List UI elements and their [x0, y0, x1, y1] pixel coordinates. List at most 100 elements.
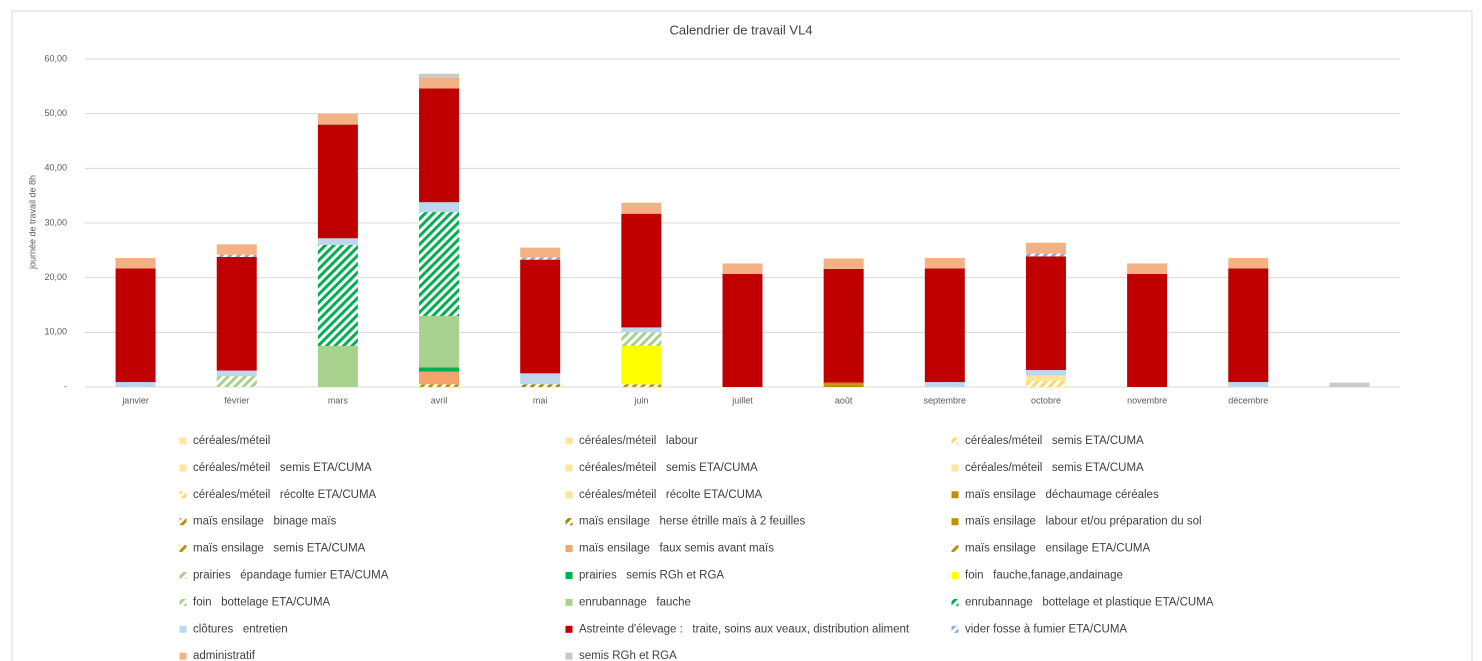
bar-segment: [115, 257, 156, 269]
legend-label: clôtures entretien: [193, 623, 288, 635]
legend-marker: [951, 464, 959, 472]
bar-segment: [722, 273, 763, 387]
bar-segment: [1025, 253, 1066, 257]
legend-marker: [565, 572, 573, 579]
legend-marker: [565, 545, 573, 553]
x-tick-label: novembre: [1127, 395, 1167, 405]
bar-segment: [419, 77, 460, 89]
bar-segment: [1329, 382, 1370, 387]
legend-marker: [179, 464, 187, 472]
bar-segment: [317, 346, 358, 387]
legend-label: céréales/méteil récolte ETA/CUMA: [193, 489, 377, 501]
bar-segment: [419, 371, 460, 385]
legend-marker: [951, 545, 959, 553]
bar-segment: [216, 376, 257, 387]
bar-segment: [419, 73, 460, 78]
chart-title: Calendrier de travail VL4: [669, 22, 812, 37]
legend-label: administratif: [193, 650, 256, 661]
legend-label: vider fosse à fumier ETA/CUMA: [965, 623, 1127, 635]
y-tick-label: 20,00: [44, 272, 67, 282]
bar-segment: [1228, 382, 1269, 387]
bar-segment: [722, 263, 763, 274]
legend-label: maïs ensilage binage maïs: [193, 516, 336, 528]
x-tick-label: mai: [533, 395, 548, 405]
x-tick-label: mars: [328, 395, 348, 405]
bar-segment: [1025, 370, 1066, 376]
bar-segment: [317, 238, 358, 245]
legend-marker: [179, 625, 187, 633]
y-tick-label: 40,00: [44, 163, 67, 173]
legend-marker: [951, 491, 959, 499]
legend-label: maïs ensilage semis ETA/CUMA: [193, 543, 366, 555]
bar-segment: [1025, 375, 1066, 381]
legend-marker: [565, 652, 573, 660]
legend-marker: [565, 491, 573, 499]
legend-label: foin fauche,fanage,andainage: [965, 570, 1123, 582]
y-tick-label: 60,00: [44, 53, 67, 63]
bar-segment: [621, 346, 662, 385]
legend-label: foin bottelage ETA/CUMA: [193, 596, 331, 608]
legend-label: maïs ensilage ensilage ETA/CUMA: [965, 543, 1150, 555]
bar-segment: [317, 124, 358, 239]
bar-segment: [419, 367, 460, 372]
bar-segment: [520, 247, 561, 258]
x-tick-label: octobre: [1031, 395, 1061, 405]
legend-label: semis RGh et RGA: [579, 650, 677, 661]
legend-marker: [951, 518, 959, 526]
bar-segment: [317, 244, 358, 346]
bar-segment: [1127, 263, 1168, 274]
legend-marker: [951, 572, 959, 579]
bar-segment: [924, 268, 965, 383]
bar-segment: [1025, 380, 1066, 387]
legend-label: céréales/méteil récolte ETA/CUMA: [579, 489, 763, 501]
bar-segment: [216, 256, 257, 371]
x-tick-label: avril: [431, 395, 448, 405]
bar-segment: [216, 254, 257, 257]
y-tick-label: -: [64, 381, 67, 391]
bar-segment: [419, 212, 460, 316]
bar-segment: [823, 382, 864, 385]
bar-segment: [1127, 273, 1168, 387]
bar-segment: [823, 384, 864, 387]
legend-label: Astreinte d'élevage : traite, soins aux …: [579, 623, 910, 635]
bar-segment: [924, 382, 965, 387]
legend-label: maïs ensilage labour et/ou préparation d…: [965, 516, 1202, 528]
legend-label: céréales/méteil semis ETA/CUMA: [193, 462, 372, 474]
legend-label: maïs ensilage déchaumage céréales: [965, 489, 1159, 501]
y-axis-label: journée de travail de 8h: [27, 175, 37, 270]
bar-segment: [115, 268, 156, 383]
legend-label: enrubannage fauche: [579, 596, 691, 608]
bar-segment: [823, 258, 864, 269]
bar-segment: [621, 332, 662, 346]
bar-segment: [924, 257, 965, 269]
legend-marker: [951, 598, 959, 606]
x-tick-label: juillet: [731, 395, 753, 405]
bar-segment: [621, 213, 662, 328]
legend-marker: [179, 572, 187, 579]
y-tick-label: 50,00: [44, 108, 67, 118]
legend-marker: [951, 437, 959, 445]
bar-segment: [1025, 242, 1066, 254]
legend-marker: [179, 598, 187, 606]
legend-label: céréales/méteil semis ETA/CUMA: [965, 462, 1144, 474]
y-tick-label: 10,00: [44, 327, 67, 337]
legend-marker: [951, 625, 959, 633]
chart-border: [11, 10, 1473, 661]
bar-segment: [115, 382, 156, 387]
x-tick-label: août: [835, 395, 853, 405]
bar-segment: [419, 88, 460, 203]
bar-segment: [621, 202, 662, 214]
bar-segment: [520, 373, 561, 385]
legend-marker: [565, 437, 573, 445]
legend-marker: [565, 518, 573, 526]
bar-segment: [520, 259, 561, 374]
legend-label: céréales/méteil semis ETA/CUMA: [965, 435, 1144, 447]
bar-segment: [1228, 257, 1269, 269]
bar-segment: [823, 268, 864, 383]
legend-label: céréales/méteil semis ETA/CUMA: [579, 462, 758, 474]
legend-label: enrubannage bottelage et plastique ETA/C…: [965, 596, 1214, 608]
legend-marker: [565, 598, 573, 606]
x-tick-label: janvier: [121, 395, 149, 405]
bar-segment: [1025, 256, 1066, 371]
legend-marker: [179, 652, 187, 660]
